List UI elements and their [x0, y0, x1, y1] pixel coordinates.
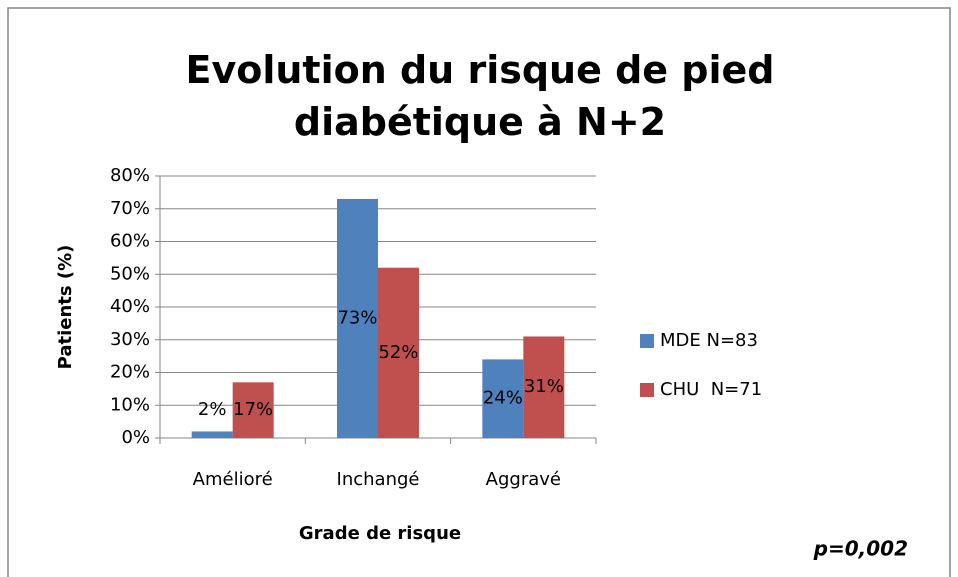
- data-label: 52%: [378, 342, 418, 363]
- y-tick-label: 50%: [110, 263, 150, 284]
- data-label: 24%: [483, 388, 523, 409]
- y-tick-label: 60%: [110, 231, 150, 252]
- y-tick-label: 40%: [110, 296, 150, 317]
- data-label: 31%: [524, 376, 564, 397]
- data-label: 17%: [233, 399, 273, 420]
- y-tick-label: 20%: [110, 362, 150, 383]
- bar: [337, 198, 378, 438]
- legend-swatch: [640, 334, 654, 348]
- bar: [191, 431, 233, 438]
- legend-label: MDE N=83: [660, 330, 758, 351]
- bar: [378, 267, 419, 438]
- x-tick-label: Amélioré: [193, 469, 273, 490]
- y-tick-label: 10%: [110, 394, 150, 415]
- legend-label: CHU N=71: [660, 379, 762, 400]
- bar: [482, 359, 524, 438]
- chart-border: [7, 7, 951, 577]
- legend-swatch: [640, 383, 654, 397]
- x-tick-label: Aggravé: [486, 469, 561, 490]
- y-tick-label: 0%: [121, 427, 150, 448]
- y-tick-label: 30%: [110, 329, 150, 350]
- x-tick-label: Inchangé: [337, 469, 420, 490]
- bar: [232, 382, 274, 438]
- annotation: p=0,002: [813, 537, 908, 561]
- bar: [523, 336, 565, 438]
- y-tick-label: 80%: [110, 165, 150, 186]
- data-label: 73%: [337, 307, 377, 328]
- data-label: 2%: [198, 399, 227, 420]
- chart-title: Evolution du risque de pied diabétique à…: [185, 48, 775, 144]
- y-axis-label: Patients (%): [55, 245, 76, 370]
- x-axis-label: Grade de risque: [299, 523, 461, 544]
- y-tick-label: 70%: [110, 198, 150, 219]
